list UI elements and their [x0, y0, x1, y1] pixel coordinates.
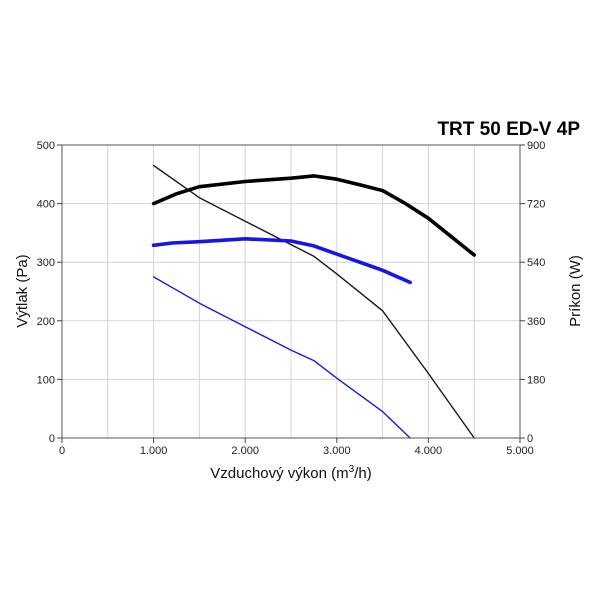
x-tick-label: 4.000: [415, 445, 443, 457]
plot-frame: [61, 144, 521, 439]
x-tick-label: 3.000: [323, 445, 351, 457]
y2-tick-label: 360: [527, 316, 545, 328]
x-tick-label: 0: [59, 445, 65, 457]
series-line-3: [151, 174, 477, 257]
y-tick-label: 0: [49, 433, 55, 445]
x-axis-title-end: /h): [354, 465, 372, 482]
series-line-1: [152, 164, 475, 439]
x-axis-title-sup: 3: [349, 464, 355, 475]
y2-tick-label: 540: [527, 257, 545, 269]
x-axis-title-main: Vzduchový výkon (m: [210, 465, 348, 482]
tick-group: 0 1.000 2.000 3.000 4.000 5.00001002003004005…: [37, 140, 546, 457]
y2-tick-label: 180: [527, 374, 545, 386]
y-tick-label: 100: [37, 374, 55, 386]
series-group: [151, 164, 477, 439]
plot-border: [61, 144, 521, 439]
y2-tick-label: 900: [527, 140, 545, 152]
y-tick-label: 200: [37, 316, 55, 328]
y-tick-label: 400: [37, 199, 55, 211]
grid: [62, 145, 520, 438]
chart-title: TRT 50 ED-V 4P: [437, 119, 580, 140]
y2-axis-title: Príkon (W): [567, 255, 584, 327]
y-tick-label: 500: [37, 140, 55, 152]
y2-tick-label: 720: [527, 199, 545, 211]
x-tick-label: 5.000: [506, 445, 534, 457]
series-line-4: [151, 237, 412, 285]
x-axis-title: Vzduchový výkon (m3/h): [210, 464, 371, 482]
x-tick-label: 2.000: [231, 445, 259, 457]
y-axis-title: Výtlak (Pa): [14, 254, 31, 327]
x-tick-label: 1.000: [140, 445, 168, 457]
y2-tick-label: 0: [527, 433, 533, 445]
y-tick-label: 300: [37, 257, 55, 269]
series-line-2: [152, 276, 411, 439]
